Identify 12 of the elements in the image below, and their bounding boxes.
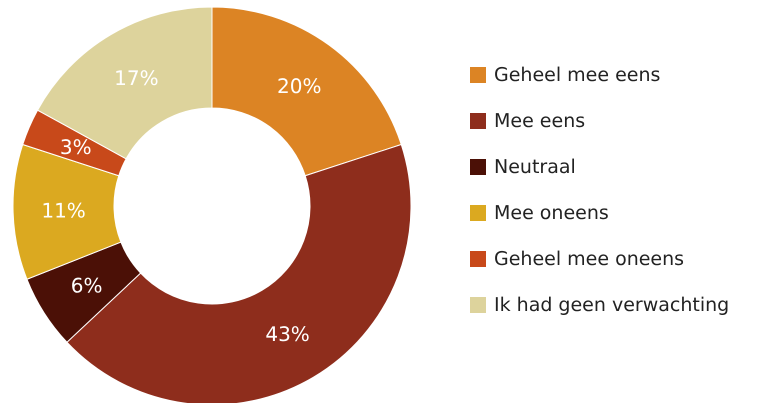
data-label: 20% <box>277 74 322 98</box>
data-label: 43% <box>265 322 310 346</box>
legend-label: Geheel mee eens <box>494 64 660 86</box>
data-label: 6% <box>70 274 102 298</box>
data-label: 17% <box>114 66 159 90</box>
data-label: 3% <box>60 135 92 160</box>
data-label: 11% <box>41 198 86 223</box>
legend-label: Ik had geen verwachting <box>494 294 730 316</box>
legend-label: Geheel mee oneens <box>494 248 684 270</box>
legend-label: Neutraal <box>494 156 576 178</box>
legend-label: Mee oneens <box>494 202 609 224</box>
legend-label: Mee eens <box>494 110 586 132</box>
